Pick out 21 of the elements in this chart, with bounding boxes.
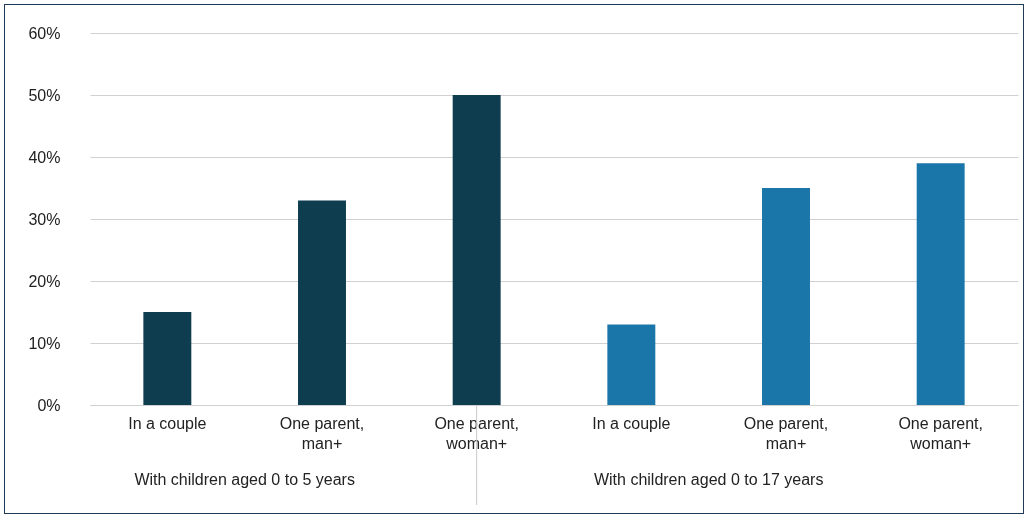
x-tick-label: One parent, man+ [279,414,365,452]
y-tick-label: 10% [28,334,61,352]
bar [607,324,656,405]
bar [143,312,192,405]
y-tick-label: 50% [28,86,61,104]
y-tick-label: 40% [28,148,61,166]
y-tick-label: 20% [28,272,61,290]
y-tick-label: 60% [28,24,61,42]
bar [298,200,346,405]
bar [916,163,965,405]
y-tick-label: 0% [37,396,61,414]
bar [452,95,501,405]
bar [762,188,810,405]
x-tick-label: In a couple [592,414,671,432]
x-tick-label: One parent, woman+ [898,414,983,452]
x-tick-label: One parent, man+ [743,414,829,452]
text: With children aged 0 to 17 years [593,471,824,488]
text: With children aged 0 to 5 years [134,471,355,488]
x-tick-label: One parent, woman+ [434,414,519,452]
y-tick-label: 30% [28,210,61,228]
x-tick-label: In a couple [128,414,207,432]
